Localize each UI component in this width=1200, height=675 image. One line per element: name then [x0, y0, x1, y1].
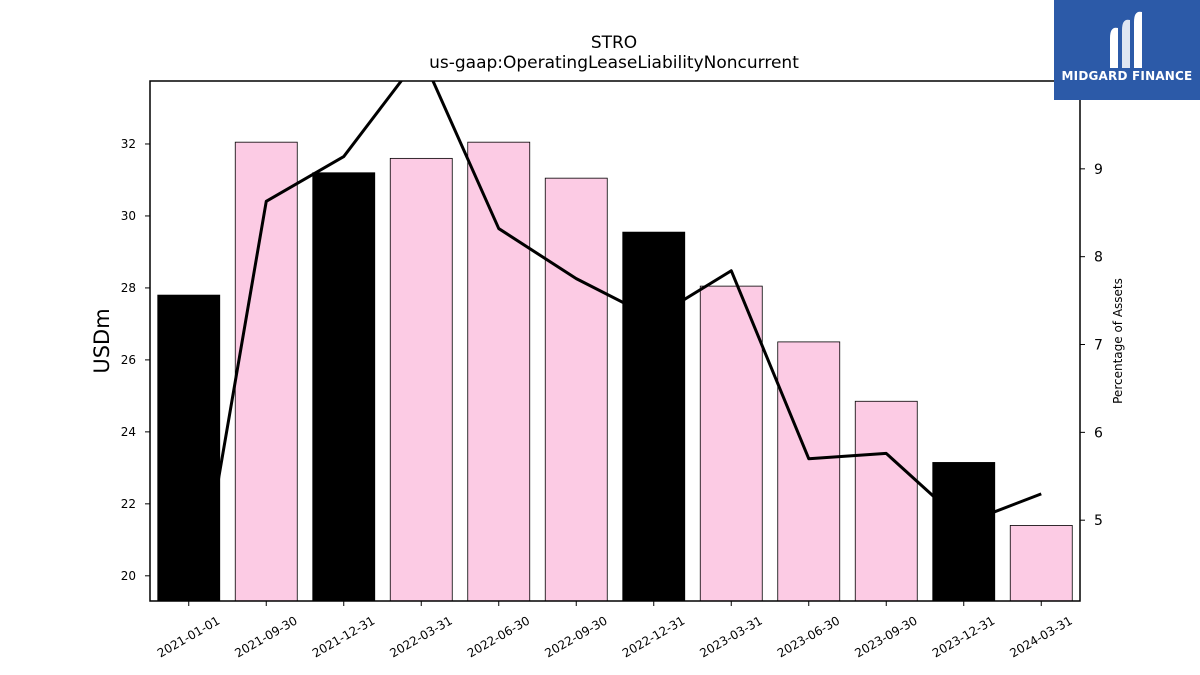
- x-tick-label: 2023-03-31: [697, 613, 764, 660]
- y2-tick-label: 6: [1094, 425, 1103, 441]
- y-axis-label: USDm: [90, 308, 114, 373]
- y-tick-label: 22: [121, 497, 136, 511]
- bar: [854, 400, 918, 602]
- bar: [234, 141, 298, 602]
- x-tick-label: 2022-06-30: [465, 613, 532, 660]
- y-tick-label: 30: [121, 209, 136, 223]
- line-group: [195, 81, 1042, 601]
- bar: [1009, 525, 1073, 602]
- y2-tick-label: 7: [1094, 338, 1103, 354]
- x-tick-label: 2023-12-31: [930, 613, 997, 660]
- bar: [622, 231, 686, 602]
- x-tick-label: 2024-03-31: [1007, 613, 1074, 660]
- x-tick-label: 2021-09-30: [232, 613, 299, 660]
- x-tick-label: 2022-03-31: [387, 613, 454, 660]
- brand-logo: MIDGARD FINANCE: [1054, 0, 1200, 100]
- x-tick-label: 2023-09-30: [852, 613, 919, 660]
- bar: [777, 341, 841, 602]
- x-tick-label: 2021-01-01: [155, 613, 222, 660]
- midgard-logo-icon: [1110, 11, 1142, 68]
- bar: [932, 462, 996, 602]
- chart-subtitle: us-gaap:OperatingLeaseLiabilityNoncurren…: [429, 53, 799, 73]
- x-tick-label: 2022-09-30: [542, 613, 609, 660]
- y2-axis-label: Percentage of Assets: [1111, 278, 1125, 404]
- brand-name: MIDGARD FINANCE: [1061, 69, 1193, 83]
- y-tick-label: 32: [121, 137, 136, 151]
- x-tick-label: 2022-12-31: [620, 613, 687, 660]
- y-tick-label: 20: [121, 569, 136, 583]
- bar: [389, 157, 453, 602]
- plot-frame: [149, 80, 1081, 602]
- percentage-line: [195, 81, 1042, 601]
- bar: [157, 294, 221, 602]
- x-tick-label: 2023-06-30: [775, 613, 842, 660]
- bar: [312, 172, 376, 602]
- y-tick-label: 28: [121, 281, 136, 295]
- y2-tick-label: 9: [1094, 162, 1103, 178]
- y2-tick-label: 5: [1094, 513, 1103, 529]
- bar: [699, 285, 763, 602]
- bar: [544, 177, 608, 602]
- x-tick-label: 2021-12-31: [310, 613, 377, 660]
- chart-title: STRO: [591, 33, 637, 53]
- bar: [467, 141, 531, 602]
- y-tick-label: 24: [121, 425, 136, 439]
- y2-tick-label: 8: [1094, 250, 1103, 266]
- bars-group: [157, 141, 1073, 602]
- y-tick-label: 26: [121, 353, 136, 367]
